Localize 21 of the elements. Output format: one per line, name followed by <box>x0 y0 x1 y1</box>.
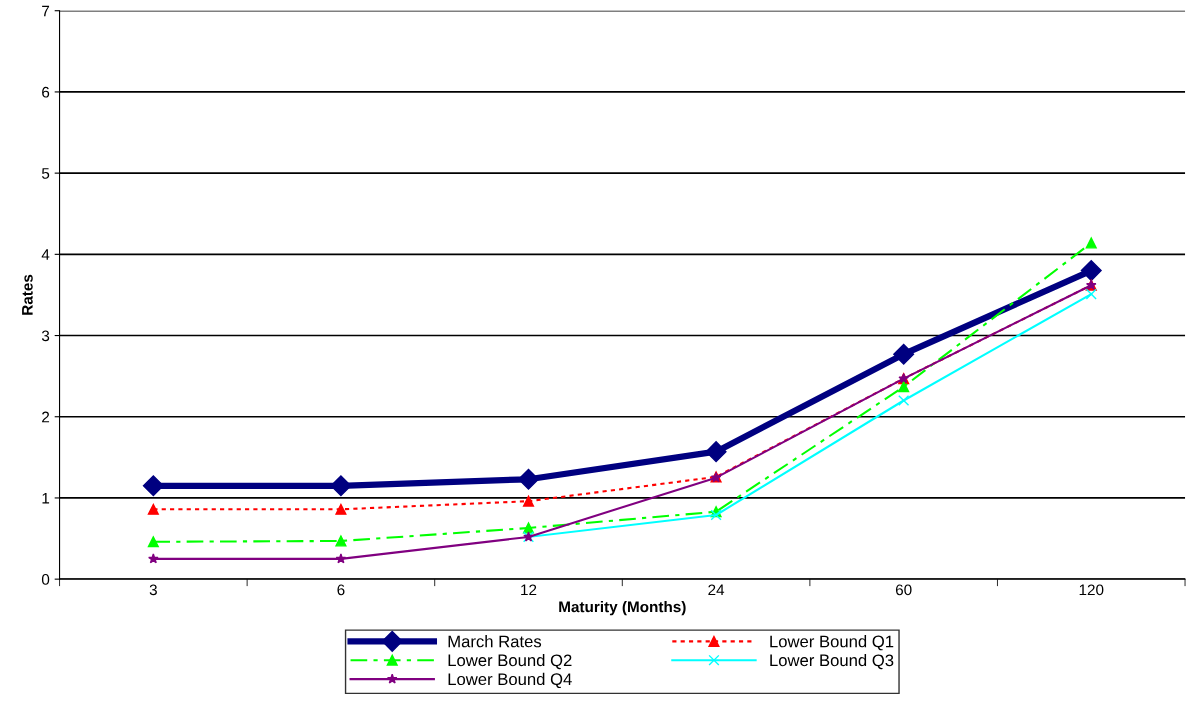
y-tick-label: 2 <box>42 411 50 423</box>
x-tick-label: 6 <box>337 584 345 596</box>
x-axis-title: Maturity (Months) <box>559 601 686 616</box>
legend-label: Lower Bound Q3 <box>770 653 894 670</box>
y-tick-label: 0 <box>41 574 50 585</box>
x-tick-label: 12 <box>521 584 537 596</box>
legend-label: March Rates <box>448 635 542 648</box>
y-tick-label: 5 <box>41 168 50 179</box>
legend-label: Lower Bound Q2 <box>448 653 572 670</box>
y-tick-label: 7 <box>42 5 50 17</box>
y-tick-label: 6 <box>42 86 50 98</box>
legend-label: Lower Bound Q4 <box>448 672 572 689</box>
x-tick-label: 3 <box>149 584 157 596</box>
y-tick-label: 3 <box>41 330 50 342</box>
y-tick-label: 4 <box>41 249 50 260</box>
y-tick-label: 1 <box>42 492 50 504</box>
x-tick-label: 120 <box>1079 584 1104 596</box>
legend-label: Lower Bound Q1 <box>770 635 894 651</box>
y-axis-title: Rates <box>22 274 33 315</box>
x-tick-label: 60 <box>895 584 912 596</box>
x-tick-label: 24 <box>708 584 725 596</box>
